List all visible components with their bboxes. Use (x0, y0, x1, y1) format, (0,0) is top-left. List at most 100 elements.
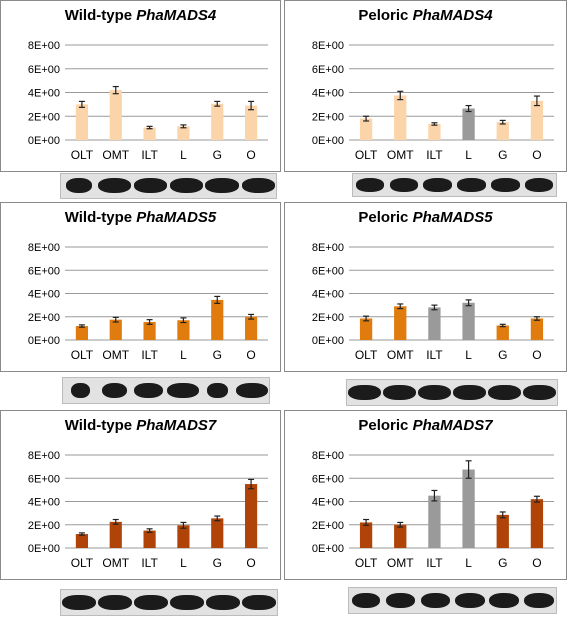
gel-band (134, 594, 168, 610)
error-bar-g (499, 511, 506, 519)
bar-omt (394, 524, 407, 548)
gel-band (206, 594, 240, 610)
error-bar-g (499, 119, 506, 125)
gel-image-pel-phamads5 (346, 379, 558, 406)
chart-title: Peloric PhaMADS5 (358, 209, 493, 226)
y-tick-label: 8E+00 (28, 450, 60, 462)
gel-band (490, 177, 520, 192)
x-tick-label: ILT (426, 556, 443, 570)
gel-band (389, 177, 418, 192)
bar-ilt (143, 321, 156, 340)
x-tick-label: G (213, 348, 222, 362)
x-tick-label: G (498, 148, 507, 162)
y-tick-label: 0E+00 (28, 135, 60, 147)
gel-band (523, 592, 554, 608)
bar-l (462, 108, 475, 140)
gel-band (420, 592, 450, 608)
bar-l (177, 126, 190, 140)
x-tick-label: ILT (141, 556, 158, 570)
gel-band (489, 592, 520, 608)
bar-chart-wt-phamads5: 0E+00 2E+00 4E+00 6E+00 8E+00 OLT OMT ILT L G O (28, 242, 268, 362)
gel-band (70, 382, 90, 398)
chart-panel-wt-phamads5: Wild-type PhaMADS5 0E+00 2E+00 4E+00 6E+00 8… (0, 202, 281, 372)
y-tick-label: 0E+00 (28, 543, 60, 555)
gel-band (453, 384, 486, 400)
gel-band (167, 382, 199, 398)
bar-omt (109, 521, 122, 548)
gel-band (242, 594, 276, 610)
x-tick-label: O (532, 556, 541, 570)
bar-ilt (428, 307, 441, 340)
gel-band (417, 384, 452, 400)
y-tick-label: 0E+00 (312, 335, 344, 347)
gel-image-wt-phamads7 (60, 589, 278, 616)
bar-chart-pel-phamads7: 0E+00 2E+00 4E+00 6E+00 8E+00 OLT OMT ILT L G O (312, 450, 554, 570)
y-tick-label: 8E+00 (28, 40, 60, 52)
x-tick-label: L (465, 556, 472, 570)
gel-band (241, 178, 275, 194)
gel-band (62, 594, 96, 610)
error-bar-ilt (146, 528, 153, 533)
error-bar-olt (363, 518, 370, 526)
error-bar-ilt (431, 489, 438, 502)
x-tick-label: ILT (426, 348, 443, 362)
error-bar-l (180, 124, 187, 129)
bar-o (244, 105, 258, 140)
y-tick-label: 6E+00 (312, 265, 344, 277)
bar-omt (109, 90, 122, 140)
gel-band (352, 592, 381, 608)
x-tick-label: G (498, 348, 507, 362)
y-tick-label: 0E+00 (312, 135, 344, 147)
bar-g (211, 103, 224, 140)
error-bar-olt (78, 532, 85, 536)
error-bar-omt (397, 90, 404, 101)
gel-band (207, 382, 228, 398)
error-bar-o (533, 316, 540, 321)
error-bar-g (214, 295, 221, 304)
x-tick-label: L (180, 556, 187, 570)
bar-olt (359, 118, 373, 140)
bar-olt (75, 534, 89, 548)
gel-band (134, 178, 168, 194)
bar-g (496, 325, 509, 340)
chart-panel-wt-phamads4: Wild-type PhaMADS4 0E+00 2E+00 4E+00 6E+00 8… (0, 0, 281, 172)
gel-band (524, 177, 554, 192)
error-bar-ilt (146, 319, 153, 325)
bar-omt (394, 306, 407, 340)
y-tick-label: 4E+00 (312, 88, 344, 100)
chart-panel-pel-phamads4: Peloric PhaMADS4 0E+00 2E+00 4E+00 6E+00 8E+… (284, 0, 567, 172)
bar-o (244, 484, 258, 548)
gel-band (236, 382, 268, 398)
error-bar-l (180, 521, 187, 529)
x-tick-label: OLT (355, 348, 378, 362)
chart-title: Wild-type PhaMADS7 (64, 417, 217, 434)
chart-title: Wild-type PhaMADS5 (64, 209, 217, 226)
error-bar-g (499, 323, 506, 328)
error-bar-o (248, 478, 255, 490)
y-tick-label: 0E+00 (312, 543, 344, 555)
gel-image-pel-phamads4 (352, 173, 557, 197)
gel-band (98, 594, 132, 610)
x-tick-label: O (532, 148, 541, 162)
bar-omt (394, 95, 407, 140)
x-tick-label: OLT (71, 148, 94, 162)
bar-l (177, 320, 190, 340)
y-tick-label: 2E+00 (28, 312, 60, 324)
y-tick-label: 2E+00 (28, 111, 60, 123)
gel-band (134, 382, 164, 398)
error-bar-o (248, 313, 255, 320)
error-bar-omt (397, 303, 404, 310)
bar-o (530, 499, 544, 548)
error-bar-omt (112, 316, 119, 323)
x-tick-label: G (213, 556, 222, 570)
x-tick-label: O (246, 348, 255, 362)
x-tick-label: OMT (387, 348, 414, 362)
error-bar-omt (397, 521, 404, 528)
x-tick-label: G (498, 556, 507, 570)
x-tick-label: L (465, 348, 472, 362)
error-bar-l (465, 104, 472, 113)
x-tick-label: L (180, 148, 187, 162)
error-bar-o (533, 95, 540, 107)
y-tick-label: 6E+00 (28, 64, 60, 76)
y-tick-label: 2E+00 (312, 312, 344, 324)
